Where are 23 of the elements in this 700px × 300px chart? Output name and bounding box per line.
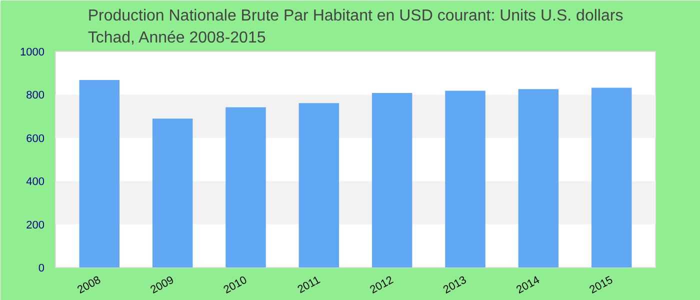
y-tick-label: 1000 (20, 46, 45, 58)
x-tick-label: 2013 (441, 274, 469, 296)
bar (445, 90, 486, 268)
x-tick-label: 2009 (148, 274, 176, 296)
bar (298, 103, 340, 268)
x-tick-label: 2008 (76, 274, 103, 296)
bar (518, 89, 559, 268)
y-tick-label: 0 (38, 262, 45, 274)
x-tick-label: 2015 (588, 274, 615, 296)
y-tick-label: 400 (26, 176, 45, 188)
x-tick-label: 2010 (222, 274, 250, 296)
chart-title: Production Nationale Brute Par Habitant en USD courant: Units U.S. dollars Tchad, Année 2008-2015 (88, 7, 624, 46)
bar (372, 92, 412, 268)
y-tick-label: 800 (26, 90, 45, 102)
x-tick-label: 2012 (368, 274, 396, 296)
y-tick-label: 600 (26, 132, 45, 145)
x-tick-label: 2011 (296, 274, 322, 296)
bar (226, 107, 266, 268)
bar (591, 88, 632, 268)
y-tick-label: 200 (26, 219, 45, 232)
bar (79, 80, 120, 268)
bar (152, 118, 193, 268)
x-tick-label: 2014 (514, 274, 542, 296)
